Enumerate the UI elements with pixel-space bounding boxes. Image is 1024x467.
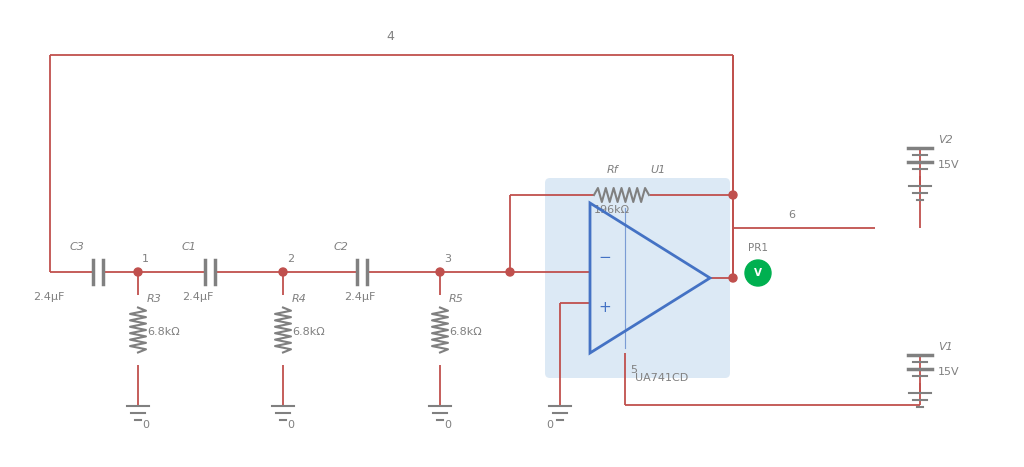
Text: −: − (598, 249, 610, 264)
Circle shape (279, 268, 287, 276)
Text: 0: 0 (546, 420, 553, 430)
Text: R5: R5 (449, 294, 464, 304)
Text: 4: 4 (386, 30, 394, 43)
Text: R3: R3 (147, 294, 162, 304)
Text: R4: R4 (292, 294, 307, 304)
Text: 0: 0 (142, 420, 150, 430)
Text: V1: V1 (938, 342, 952, 352)
Text: 5: 5 (630, 365, 637, 375)
Text: C2: C2 (334, 242, 349, 252)
Text: 6.8kΩ: 6.8kΩ (292, 327, 325, 337)
Text: 6.8kΩ: 6.8kΩ (449, 327, 481, 337)
Text: C3: C3 (70, 242, 85, 252)
Text: PR1: PR1 (748, 243, 768, 253)
Text: 0: 0 (444, 420, 451, 430)
Text: UA741CD: UA741CD (635, 373, 688, 383)
Circle shape (506, 268, 514, 276)
Text: 2.4μF: 2.4μF (182, 292, 213, 302)
Circle shape (436, 268, 444, 276)
Text: V2: V2 (938, 135, 952, 145)
Text: 196kΩ: 196kΩ (594, 205, 630, 215)
Text: C1: C1 (182, 242, 197, 252)
Text: Rf: Rf (606, 165, 618, 175)
FancyBboxPatch shape (545, 178, 730, 378)
Circle shape (729, 191, 737, 199)
Text: 2.4μF: 2.4μF (33, 292, 65, 302)
Text: 6: 6 (788, 210, 795, 220)
Text: 6.8kΩ: 6.8kΩ (147, 327, 180, 337)
Text: 15V: 15V (938, 160, 959, 170)
Text: +: + (598, 299, 610, 314)
Text: 0: 0 (287, 420, 294, 430)
Text: 2.4μF: 2.4μF (344, 292, 376, 302)
Text: 15V: 15V (938, 367, 959, 377)
Circle shape (729, 274, 737, 282)
Circle shape (745, 260, 771, 286)
Text: U1: U1 (650, 165, 666, 175)
Text: V: V (754, 268, 762, 278)
Text: 3: 3 (444, 254, 451, 264)
Circle shape (134, 268, 142, 276)
Text: 1: 1 (142, 254, 150, 264)
Text: 2: 2 (287, 254, 294, 264)
